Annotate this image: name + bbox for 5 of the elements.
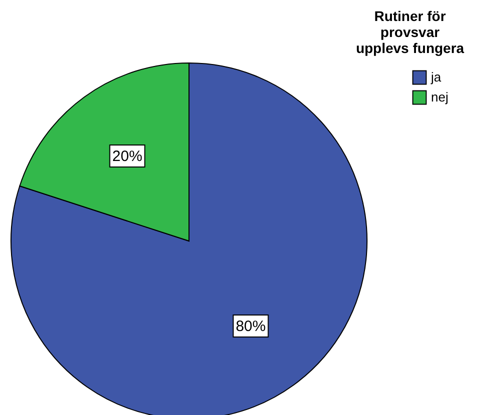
legend-title: Rutiner för provsvar upplevs fungera <box>356 8 464 56</box>
data-label: 80% <box>236 318 266 335</box>
data-label: 20% <box>112 148 142 166</box>
legend-label: nej <box>431 90 448 104</box>
legend-label: ja <box>430 70 442 84</box>
